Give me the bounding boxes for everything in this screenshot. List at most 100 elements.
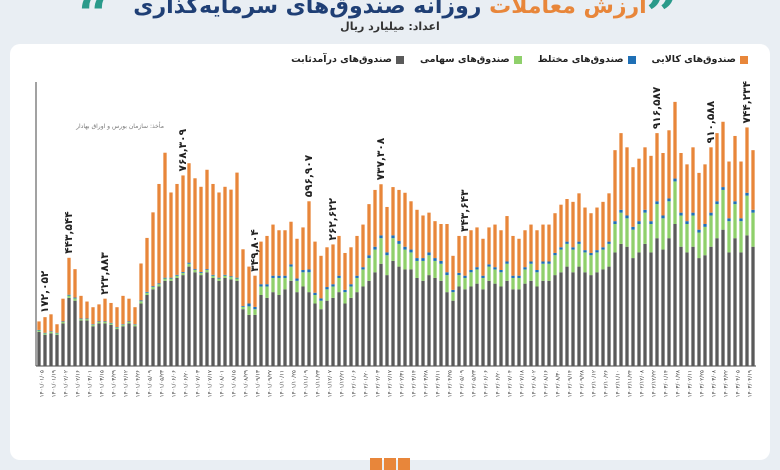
bar-segment-1 — [529, 263, 533, 281]
bar-segment-1 — [157, 284, 161, 287]
bar-segment-1 — [49, 331, 53, 334]
chart-plot: مأخذ: سازمان بورس و اوراق بهادار ۱۷۲,۰۵۲ ۴… — [35, 80, 756, 397]
x-tick-label: ۱۴۰۱/۰۳/۱۵ — [100, 370, 106, 397]
bar-segment-0 — [361, 286, 365, 366]
annotation-label: ۷۴۴,۲۳۴ — [741, 80, 753, 123]
bar-segment-2 — [601, 247, 605, 250]
bar-segment-3 — [37, 321, 41, 330]
bar-segment-2 — [319, 298, 323, 301]
bar-segment-3 — [493, 224, 497, 268]
bar-segment-1 — [151, 287, 155, 290]
bar-segment-3 — [697, 172, 701, 230]
bar-segment-0 — [733, 238, 737, 366]
bar-segment-0 — [121, 326, 125, 366]
legend-item: صندوق‌های درآمدثابت — [291, 54, 404, 65]
bar-segment-2 — [85, 318, 89, 320]
legend-label: صندوق‌های درآمدثابت — [291, 54, 392, 65]
bar-segment-2 — [49, 331, 53, 332]
bar-segment-2 — [643, 209, 647, 213]
bar-segment-1 — [235, 278, 239, 281]
bar-segment-1 — [241, 306, 245, 310]
bar-segment-0 — [151, 289, 155, 366]
bar-segment-1 — [199, 272, 203, 276]
bar-segment-0 — [331, 297, 335, 366]
bar-segment-1 — [103, 321, 107, 324]
bar-segment-0 — [457, 286, 461, 366]
bar-segment-1 — [193, 270, 197, 273]
bar-segment-0 — [601, 269, 605, 366]
bar-segment-0 — [703, 255, 707, 366]
bar-segment-3 — [409, 201, 413, 250]
bar-segment-2 — [211, 274, 215, 276]
bar-segment-2 — [97, 321, 101, 322]
bar-segment-0 — [463, 289, 467, 366]
footer-logo — [360, 458, 420, 470]
bar-segment-3 — [223, 186, 227, 275]
annotation-label: ۷۶۸,۳۰۹ — [177, 128, 189, 171]
bar-segment-1 — [355, 277, 359, 293]
bar-segment-3 — [157, 183, 161, 284]
bar-segment-3 — [331, 244, 335, 285]
bar-segment-0 — [661, 249, 665, 366]
bar-segment-3 — [433, 221, 437, 259]
bar-segment-0 — [535, 286, 539, 366]
bar-segment-2 — [247, 303, 251, 307]
bar-segment-1 — [571, 249, 575, 273]
bar-segment-3 — [475, 227, 479, 268]
bar-segment-1 — [289, 266, 293, 281]
x-tick-label: ۱۴۰۱/۱۰/۱۱ — [280, 370, 286, 397]
bar-segment-3 — [91, 307, 95, 325]
bar-segment-2 — [313, 292, 317, 295]
x-tick-label: ۱۴۰۱/۰۷/۱۷ — [208, 370, 214, 397]
bar-segment-0 — [247, 314, 251, 366]
bar-segment-2 — [553, 252, 557, 256]
annotation-label: ۹۱۰,۵۸۸ — [705, 100, 717, 143]
x-tick-label: ۱۴۰۲/۰۸/۰۲ — [532, 370, 538, 397]
x-tick-label: ۱۴۰۱/۰۳/۲۹ — [112, 370, 118, 397]
bar-segment-3 — [127, 298, 131, 322]
bar-segment-3 — [349, 247, 353, 285]
bar-segment-0 — [679, 246, 683, 366]
bar-segment-1 — [415, 260, 419, 278]
bar-segment-0 — [229, 279, 233, 366]
bar-segment-3 — [655, 133, 659, 202]
bar-segment-2 — [577, 241, 581, 244]
x-tick-label: ۱۴۰۱/۰۶/۲۰ — [184, 370, 190, 397]
bar-segment-1 — [517, 277, 521, 290]
bar-segment-1 — [97, 321, 101, 324]
bar-segment-1 — [121, 324, 125, 327]
bar-segment-3 — [133, 307, 137, 325]
annotation-label: ۹۱۶,۵۸۷ — [651, 86, 663, 129]
bar-segment-1 — [337, 277, 341, 293]
bar-segment-3 — [649, 155, 653, 222]
bar-segment-3 — [673, 101, 677, 179]
bar-segment-2 — [685, 221, 689, 224]
chart-title: ارزش معاملات روزانه صندوق‌های سرمایه‌گذا… — [0, 0, 780, 19]
bar-segment-0 — [715, 238, 719, 366]
source-note: مأخذ: سازمان بورس و اوراق بهادار — [75, 121, 164, 130]
bar-segment-0 — [481, 289, 485, 366]
bar-segment-1 — [631, 229, 635, 259]
x-tick-label: ۱۴۰۳/۰۳/۰۸ — [712, 370, 718, 397]
bar-segment-1 — [91, 324, 95, 327]
bar-segment-1 — [43, 333, 47, 335]
bar-segment-2 — [253, 306, 257, 310]
bar-segment-1 — [673, 181, 677, 224]
x-tick-label: ۱۴۰۳/۰۱/۲۸ — [676, 370, 682, 397]
x-tick-label: ۱۴۰۲/۱۱/۱۰ — [616, 370, 622, 397]
bar-segment-3 — [547, 224, 551, 262]
bar-segment-2 — [481, 275, 485, 278]
bar-segment-2 — [433, 258, 437, 261]
bar-segment-0 — [223, 277, 227, 366]
x-tick-label: ۱۴۰۲/۰۹/۱۴ — [568, 370, 574, 397]
bar-segment-3 — [703, 164, 707, 224]
x-tick-label: ۱۴۰۱/۰۲/۱۶ — [76, 370, 82, 397]
bar-segment-1 — [469, 272, 473, 287]
bar-segment-2 — [271, 275, 275, 278]
bar-segment-1 — [601, 249, 605, 270]
bar-segment-0 — [517, 289, 521, 366]
bar-segment-2 — [457, 272, 461, 276]
bar-segment-3 — [511, 235, 515, 276]
bar-segment-2 — [109, 322, 113, 324]
bar-segment-3 — [229, 189, 233, 277]
